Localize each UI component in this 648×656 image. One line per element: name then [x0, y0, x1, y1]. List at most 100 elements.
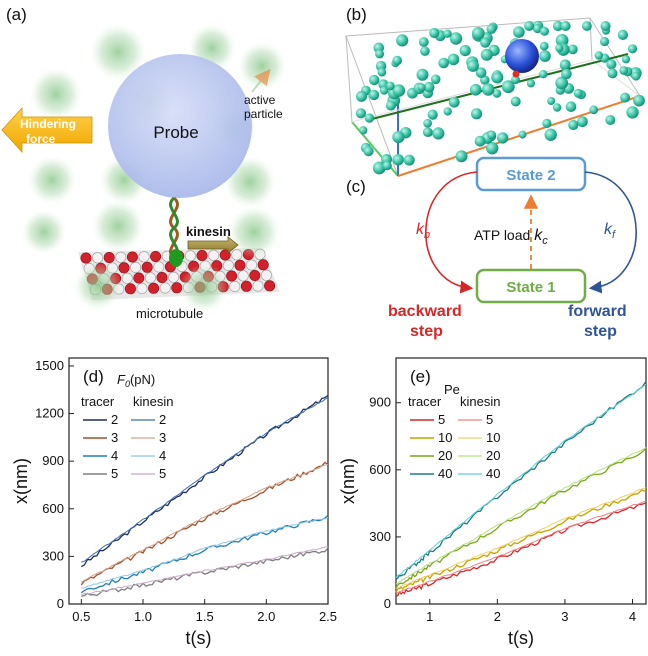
- tubulin-bead: [144, 272, 156, 284]
- active-sphere: [396, 34, 409, 47]
- plot-frame: [68, 357, 329, 605]
- active-sphere: [422, 127, 433, 137]
- backward-label-line1: backward: [388, 303, 462, 320]
- x-tick-label: 1.0: [134, 609, 152, 624]
- active-particle-spheres: [355, 20, 645, 175]
- active-sphere: [471, 108, 483, 120]
- active-sphere: [561, 68, 572, 80]
- atp-load-label: ATP load kc: [474, 227, 548, 247]
- active-sphere: [423, 81, 435, 93]
- active-sphere: [392, 55, 403, 66]
- legend-entry-tracer: 4: [111, 448, 118, 463]
- legend-col-tracer: tracer: [408, 394, 442, 409]
- tubulin-bead: [138, 251, 150, 263]
- legend-entry-tracer: 20: [438, 448, 452, 463]
- active-sphere: [511, 75, 520, 85]
- tubulin-bead: [240, 280, 252, 292]
- backward-label-line2: step: [410, 323, 443, 340]
- active-sphere: [501, 80, 515, 94]
- active-sphere: [429, 27, 440, 39]
- tubulin-bead: [184, 250, 196, 262]
- active-sphere: [474, 135, 486, 147]
- legend-entry-kinesin: 20: [486, 448, 500, 463]
- y-tick-label: 0: [57, 596, 64, 611]
- panel-b: (b): [345, 5, 645, 177]
- series-line-kinesin-10: [395, 487, 647, 590]
- active-sphere: [518, 130, 527, 139]
- legend-col-kinesin: kinesin: [133, 394, 173, 409]
- forward-label-line1: forward: [568, 303, 627, 320]
- tubulin-bead: [222, 259, 234, 271]
- y-tick-label: 900: [42, 453, 64, 468]
- active-sphere: [600, 36, 610, 47]
- kf-label: kf: [604, 221, 616, 241]
- series-line-kinesin-5: [395, 500, 647, 594]
- active-sphere: [605, 115, 616, 125]
- legend-entry-kinesin: 2: [159, 412, 166, 427]
- active-sphere: [392, 154, 404, 166]
- tubulin-bead: [118, 262, 130, 274]
- active-sphere: [469, 84, 482, 96]
- tubulin-bead: [103, 252, 115, 264]
- tubulin-bead: [246, 259, 258, 271]
- tubulin-bead: [115, 251, 127, 263]
- kinesin-label: kinesin: [186, 224, 231, 239]
- active-sphere: [568, 119, 579, 131]
- active-sphere: [471, 27, 485, 40]
- panel-b-label: (b): [346, 5, 367, 24]
- x-tick-label: 1: [426, 609, 433, 624]
- active-sphere: [513, 26, 525, 38]
- active-sphere: [385, 100, 396, 111]
- active-sphere: [475, 67, 487, 78]
- series-line-tracer-3: [80, 461, 329, 586]
- active-sphere: [492, 89, 502, 98]
- active-sphere: [386, 81, 395, 91]
- active-sphere: [432, 127, 445, 140]
- active-sphere: [369, 74, 380, 86]
- tubulin-bead: [80, 252, 92, 264]
- legend-title: Pe: [444, 382, 460, 397]
- active-sphere: [589, 105, 599, 115]
- kinesin-direction-arrow: [187, 236, 239, 254]
- active-sphere: [448, 96, 460, 108]
- active-sphere: [372, 161, 386, 175]
- active-sphere: [532, 23, 543, 34]
- active-sphere: [547, 97, 556, 105]
- series-line-kinesin-5: [81, 545, 329, 596]
- active-sphere: [544, 128, 557, 141]
- tubulin-bead: [136, 282, 148, 294]
- x-tick-label: 1.5: [196, 609, 214, 624]
- active-sphere: [447, 53, 460, 66]
- motor-marker: [512, 70, 520, 78]
- chart-d: 0.5 1.0 1.5 2.0 2.5 0 300 600 900 1200 1500 t(s) x(n…: [11, 357, 337, 648]
- active-sphere: [416, 68, 429, 81]
- y-axis-label: x(nm): [11, 458, 31, 504]
- active-sphere: [482, 83, 495, 96]
- legend-col-tracer: tracer: [81, 394, 115, 409]
- active-particles: [22, 24, 286, 312]
- probe-sphere-3d: [505, 39, 539, 73]
- active-sphere: [380, 86, 389, 95]
- tubulin-bead: [208, 249, 220, 261]
- active-sphere: [418, 37, 429, 47]
- panel-c: (c) State 2 State 1 kb kf ATP load kc ba…: [346, 156, 637, 340]
- legend-entry-tracer: 10: [438, 430, 452, 445]
- active-sphere: [382, 161, 392, 171]
- active-sphere: [524, 21, 535, 31]
- active-particle-arrow: [251, 68, 271, 93]
- state1-box: [475, 268, 587, 304]
- y-tick-label: 900: [369, 395, 391, 410]
- active-sphere: [486, 142, 499, 155]
- series-line-tracer-40: [395, 381, 647, 581]
- legend-entry-tracer: 3: [111, 430, 118, 445]
- hindering-label-line2: force: [26, 132, 56, 146]
- tubulin-bead: [264, 280, 276, 292]
- series-line-kinesin-2: [81, 397, 329, 563]
- active-sphere: [459, 45, 471, 57]
- active-sphere: [420, 46, 430, 56]
- active-sphere: [430, 74, 441, 85]
- tubulin-bead: [133, 272, 145, 284]
- legend-entry-tracer: 40: [438, 466, 452, 481]
- state2-box: [475, 156, 587, 192]
- active-sphere: [423, 118, 432, 128]
